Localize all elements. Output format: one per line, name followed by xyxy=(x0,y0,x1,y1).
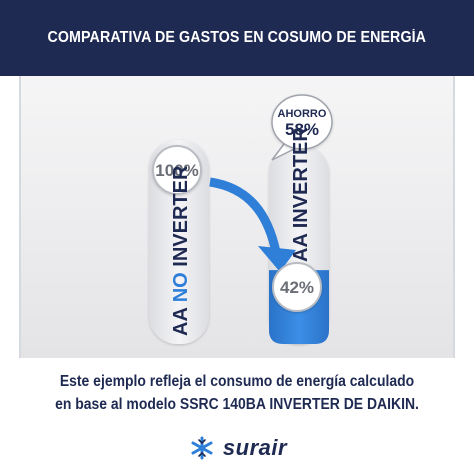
reduction-arrow-shaft xyxy=(209,177,281,253)
footer-line-1: Este ejemplo refleja el consumo de energ… xyxy=(59,373,415,390)
value-badge-1 xyxy=(152,145,202,195)
header-banner: COMPARATIVA DE GASTOS EN COSUMO DE ENERG… xyxy=(0,0,474,76)
brand-name: surair xyxy=(222,435,288,460)
category-label-1: AA NO INVERTER xyxy=(170,165,192,336)
footer-line-2: en base al modelo SSRC 140BA INVERTER DE… xyxy=(55,396,419,413)
footer-note: Este ejemplo refleja el consumo de energ… xyxy=(0,370,474,416)
savings-label: AHORRO xyxy=(278,108,327,120)
brand-logo: surair xyxy=(0,432,474,464)
chart-frame xyxy=(19,76,455,358)
category-label-2: AA INVERTER xyxy=(290,127,312,262)
value-label-2: 42% xyxy=(280,278,314,297)
page-title: COMPARATIVA DE GASTOS EN COSUMO DE ENERG… xyxy=(47,29,427,46)
savings-value: 58% xyxy=(285,120,319,139)
value-label-1: 100% xyxy=(155,161,198,180)
value-badge-2 xyxy=(272,262,322,312)
reduction-arrow-head xyxy=(258,246,296,272)
savings-badge xyxy=(271,94,333,150)
snowflake-icon xyxy=(191,436,213,460)
